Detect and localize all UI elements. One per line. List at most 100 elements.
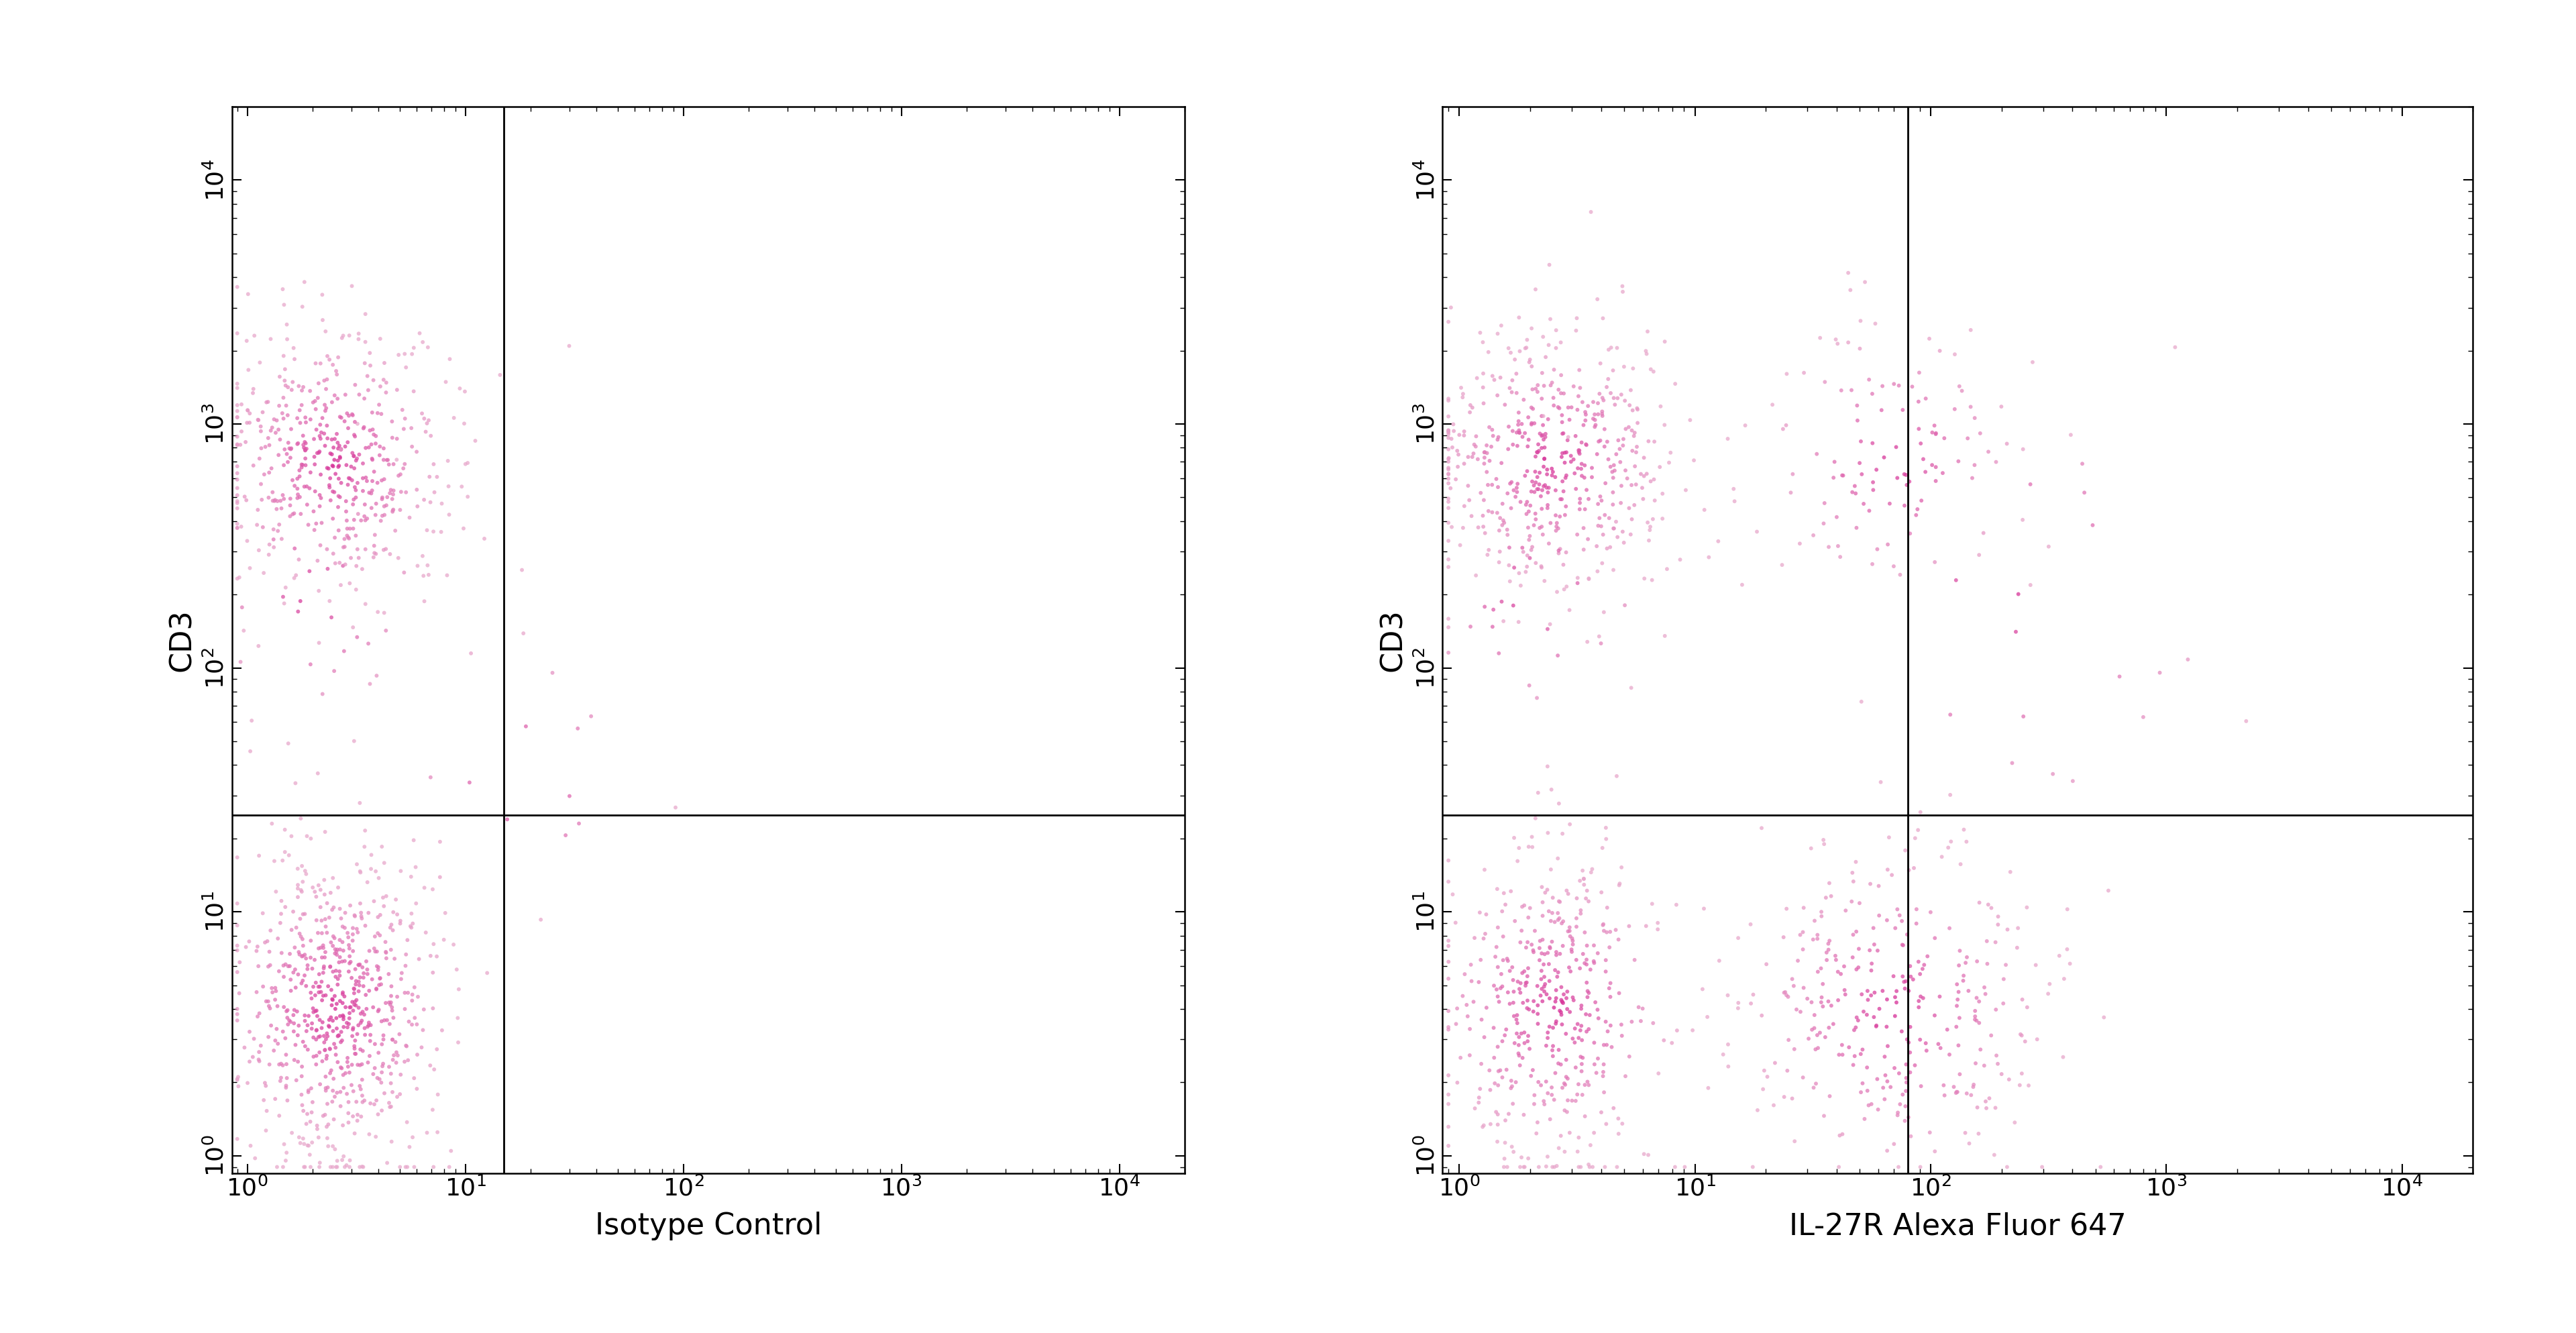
Point: [273, 1049, 314, 1070]
Point: [1816, 329, 1857, 351]
Point: [1515, 1093, 1556, 1114]
Point: [1481, 493, 1522, 515]
Point: [1479, 1060, 1520, 1081]
Point: [337, 1014, 379, 1036]
Point: [1893, 1054, 1935, 1076]
Point: [1515, 379, 1556, 400]
Point: [1888, 1042, 1929, 1064]
Point: [281, 1084, 322, 1105]
Point: [1610, 524, 1651, 545]
X-axis label: Isotype Control: Isotype Control: [595, 1212, 822, 1241]
Point: [350, 858, 392, 880]
Point: [1832, 1054, 1873, 1076]
Point: [322, 1016, 363, 1037]
Point: [330, 938, 371, 960]
Point: [1814, 467, 1855, 488]
Point: [1564, 455, 1605, 476]
Point: [1540, 383, 1582, 404]
Point: [1577, 404, 1618, 425]
Point: [1798, 1037, 1839, 1058]
Point: [312, 437, 353, 459]
Point: [319, 439, 361, 460]
Point: [1507, 556, 1548, 577]
Point: [1497, 473, 1538, 495]
Point: [1540, 1054, 1582, 1076]
Point: [1535, 912, 1577, 933]
Point: [327, 1112, 368, 1133]
Point: [1754, 1094, 1795, 1116]
Point: [314, 897, 355, 918]
Point: [263, 484, 304, 505]
Point: [389, 1010, 430, 1032]
Point: [1553, 930, 1595, 952]
Point: [1497, 1022, 1538, 1044]
Point: [1440, 535, 1481, 556]
Point: [392, 984, 433, 1005]
Point: [1909, 1122, 1950, 1144]
Point: [1868, 826, 1909, 848]
Point: [1584, 504, 1625, 525]
Point: [1473, 599, 1515, 620]
Point: [1584, 1034, 1625, 1056]
Point: [345, 467, 386, 488]
Point: [368, 1056, 410, 1077]
Point: [366, 942, 407, 964]
Point: [1837, 409, 1878, 431]
Point: [240, 1041, 281, 1062]
Point: [312, 925, 353, 946]
Point: [1816, 507, 1857, 528]
Point: [394, 1008, 435, 1029]
Point: [1517, 440, 1558, 461]
Point: [322, 1149, 363, 1170]
Point: [1427, 1000, 1468, 1021]
Point: [1512, 1001, 1553, 1022]
Point: [1873, 373, 1914, 395]
Point: [224, 487, 265, 508]
Point: [1510, 495, 1551, 516]
Point: [1443, 421, 1484, 443]
Point: [1901, 958, 1942, 980]
Point: [250, 941, 291, 962]
Point: [1437, 444, 1479, 465]
Point: [1868, 533, 1909, 555]
Point: [1546, 1074, 1587, 1096]
Point: [1602, 281, 1643, 303]
Point: [281, 908, 322, 929]
Point: [273, 1000, 314, 1021]
Point: [330, 953, 371, 974]
Point: [286, 1104, 327, 1125]
Point: [1427, 473, 1468, 495]
Point: [340, 1054, 381, 1076]
Point: [304, 941, 345, 962]
Point: [1577, 1048, 1618, 1069]
Point: [381, 399, 422, 420]
Point: [1587, 537, 1628, 559]
Point: [1530, 858, 1571, 880]
Point: [420, 866, 461, 888]
Point: [317, 968, 358, 989]
Point: [366, 932, 407, 953]
Point: [1476, 1104, 1517, 1125]
Point: [1883, 400, 1924, 421]
Point: [1540, 990, 1582, 1012]
Point: [1530, 778, 1571, 800]
Point: [2007, 997, 2048, 1018]
Point: [1538, 909, 1579, 930]
Point: [1522, 524, 1564, 545]
Point: [355, 978, 397, 1000]
Point: [1589, 977, 1631, 998]
Point: [1649, 452, 1690, 473]
Point: [1530, 936, 1571, 957]
Point: [312, 1060, 353, 1081]
Point: [1582, 914, 1623, 936]
Point: [317, 993, 358, 1014]
Point: [371, 1000, 412, 1021]
Point: [1569, 1074, 1610, 1096]
Point: [1566, 880, 1607, 901]
Point: [278, 874, 319, 896]
Point: [1528, 477, 1569, 499]
Point: [1839, 311, 1880, 332]
Point: [281, 880, 322, 901]
Point: [1687, 547, 1728, 568]
Point: [1878, 1156, 1919, 1177]
